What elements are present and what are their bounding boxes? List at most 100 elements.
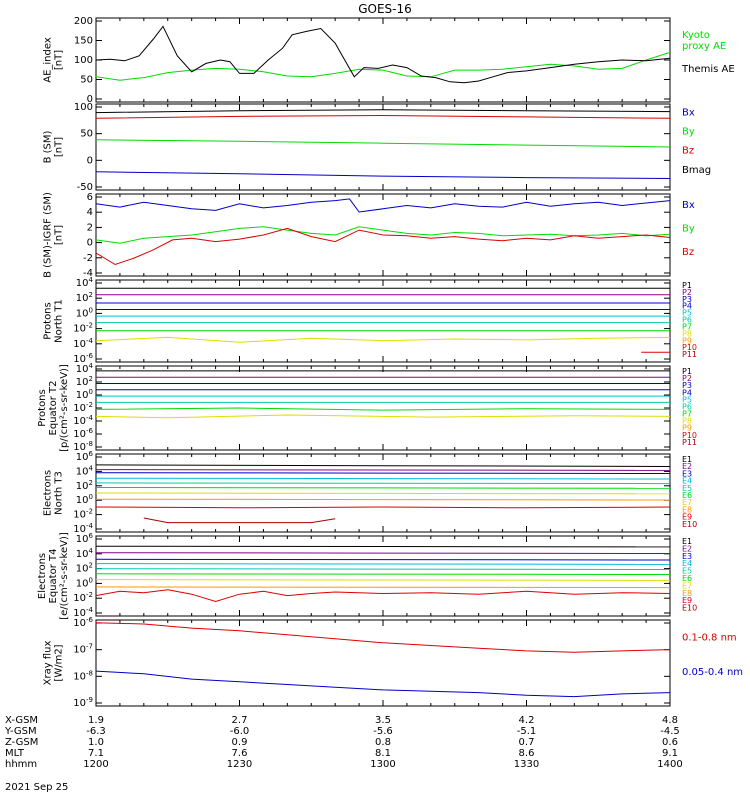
y-tick-label: 104 xyxy=(76,547,94,560)
series-line-e1 xyxy=(96,545,670,548)
legend-p1: P1 xyxy=(682,281,692,290)
legend-p5: P5 xyxy=(682,309,692,318)
x-tick-value: 1230 xyxy=(227,759,252,770)
legend-p11: P11 xyxy=(682,350,697,359)
series-line-themis-ae xyxy=(96,25,670,84)
x-row-label: hhmm xyxy=(5,759,37,770)
y-tick-label: 150 xyxy=(74,36,93,47)
y-axis-label-line: B (SM)-IGRF (SM) xyxy=(43,192,54,278)
panel-ae: 200 150 100 50 0 AE_index [nT] Kyoto proxy AE The… xyxy=(43,16,735,105)
legend-e4: E4 xyxy=(682,559,692,568)
y-axis-label-line: Protons xyxy=(37,389,48,426)
x-tick-value: 2.7 xyxy=(232,715,248,726)
y-axis-label-line: AE_index xyxy=(43,37,54,83)
y-axis-label: Xray flux [W/m2] xyxy=(43,641,65,686)
y-axis-label: Protons North T1 xyxy=(43,299,65,343)
y-axis-label-line: North T1 xyxy=(54,299,65,343)
series-line-kyoto-proxy-ae xyxy=(96,51,670,81)
x-row-label: Z-GSM xyxy=(5,737,38,748)
x-tick-value: 1300 xyxy=(370,759,395,770)
legend-bx: Bx xyxy=(682,200,695,211)
series-line-e8 xyxy=(96,498,670,501)
series-line-e9 xyxy=(96,589,670,603)
legend-p6: P6 xyxy=(682,402,692,411)
y-tick-label: 200 xyxy=(74,16,93,27)
legend-e9: E9 xyxy=(682,513,692,522)
series-line-bz xyxy=(96,114,670,119)
panel-frame xyxy=(95,535,671,617)
y-tick-label: 0 xyxy=(87,155,93,166)
legend-0-05-0-4-nm: 0.05-0.4 nm xyxy=(682,667,743,678)
series-line-e10 xyxy=(143,517,336,524)
legend-0-1-0-8-nm: 0.1-0.8 nm xyxy=(682,633,737,644)
y-axis-label-line: Equator T4 xyxy=(48,549,59,604)
legend-bz: Bz xyxy=(682,146,694,157)
legend-bmag: Bmag xyxy=(682,165,711,176)
x-tick-value: 0.7 xyxy=(519,737,535,748)
x-row-label: Y-GSM xyxy=(4,726,37,737)
legend-e8: E8 xyxy=(682,505,692,514)
x-tick-value: 9.1 xyxy=(662,748,678,759)
y-axis-label-line: Equator T2 xyxy=(48,381,59,436)
y-tick-label: 100 xyxy=(76,576,93,589)
y-tick-label: 50 xyxy=(80,75,93,86)
plot-title: GOES-16 xyxy=(358,2,412,16)
legend-p11: P11 xyxy=(682,438,697,447)
x-tick-value: -6.3 xyxy=(86,726,106,737)
series-line-e1 xyxy=(96,464,670,467)
panel-frame xyxy=(95,365,671,451)
legend-p3: P3 xyxy=(682,295,692,304)
series-line-bx xyxy=(96,171,670,179)
x-tick-value: -5.6 xyxy=(373,726,393,737)
x-tick-value: 7.6 xyxy=(232,748,248,759)
x-tick-value: -5.1 xyxy=(517,726,537,737)
legend-p7: P7 xyxy=(682,322,692,331)
legend-e5: E5 xyxy=(682,567,692,576)
y-axis-label-line: [nT] xyxy=(54,137,65,157)
legend-bz: Bz xyxy=(682,247,694,258)
y-tick-label: 10-6 xyxy=(73,352,93,365)
legend-p6: P6 xyxy=(682,316,692,325)
legend-p4: P4 xyxy=(682,388,692,397)
series-line-e9 xyxy=(96,506,670,509)
x-tick-value: 1330 xyxy=(514,759,539,770)
y-axis-label: Electrons Equator T4 [e/(cm²-s-sr-keV)] xyxy=(37,532,70,620)
panel-bigrf: 6 4 2 0 -2 -4 B (SM)-IGRF (SM) [nT] Bx By Bz xyxy=(43,192,695,279)
y-axis-label-line: [W/m2] xyxy=(54,644,65,681)
series-line-e2 xyxy=(96,552,670,554)
y-tick-label: 10-6 xyxy=(73,616,93,629)
y-tick-label: 102 xyxy=(76,562,93,575)
y-tick-label: 50 xyxy=(80,129,93,140)
series-line-e4 xyxy=(96,563,670,565)
series-line-e2 xyxy=(96,469,670,471)
y-axis-label: B (SM)-IGRF (SM) [nT] xyxy=(43,192,65,278)
x-tick-value: -4.5 xyxy=(660,726,680,737)
legend-e1: E1 xyxy=(682,537,692,546)
y-axis-label-line: [e/(cm²-s-sr-keV)] xyxy=(59,532,70,620)
legend-e7: E7 xyxy=(682,498,692,507)
y-tick-label: 102 xyxy=(76,479,93,492)
y-axis-label-line: Electrons xyxy=(43,470,54,516)
series-line-e7 xyxy=(96,492,670,495)
y-tick-label: 104 xyxy=(76,362,94,375)
y-tick-label: 10-4 xyxy=(73,522,93,535)
panel-frame xyxy=(95,619,671,707)
x-tick-value: 1400 xyxy=(657,759,682,770)
legend-p10: P10 xyxy=(682,431,697,440)
series-line-0-1-0-8-nm xyxy=(96,622,670,653)
series-line-bx xyxy=(96,198,670,213)
y-tick-label: 102 xyxy=(76,291,93,304)
panel-frame xyxy=(95,279,671,363)
y-axis-label-line: North T3 xyxy=(54,471,65,515)
series-line-p7 xyxy=(96,407,670,411)
series-line-by xyxy=(96,139,670,148)
legend-p3: P3 xyxy=(682,381,692,390)
y-tick-label: -4 xyxy=(83,268,93,279)
legend-e5: E5 xyxy=(682,484,692,493)
y-tick-label: 100 xyxy=(74,55,93,66)
legend-by: By xyxy=(682,127,695,138)
